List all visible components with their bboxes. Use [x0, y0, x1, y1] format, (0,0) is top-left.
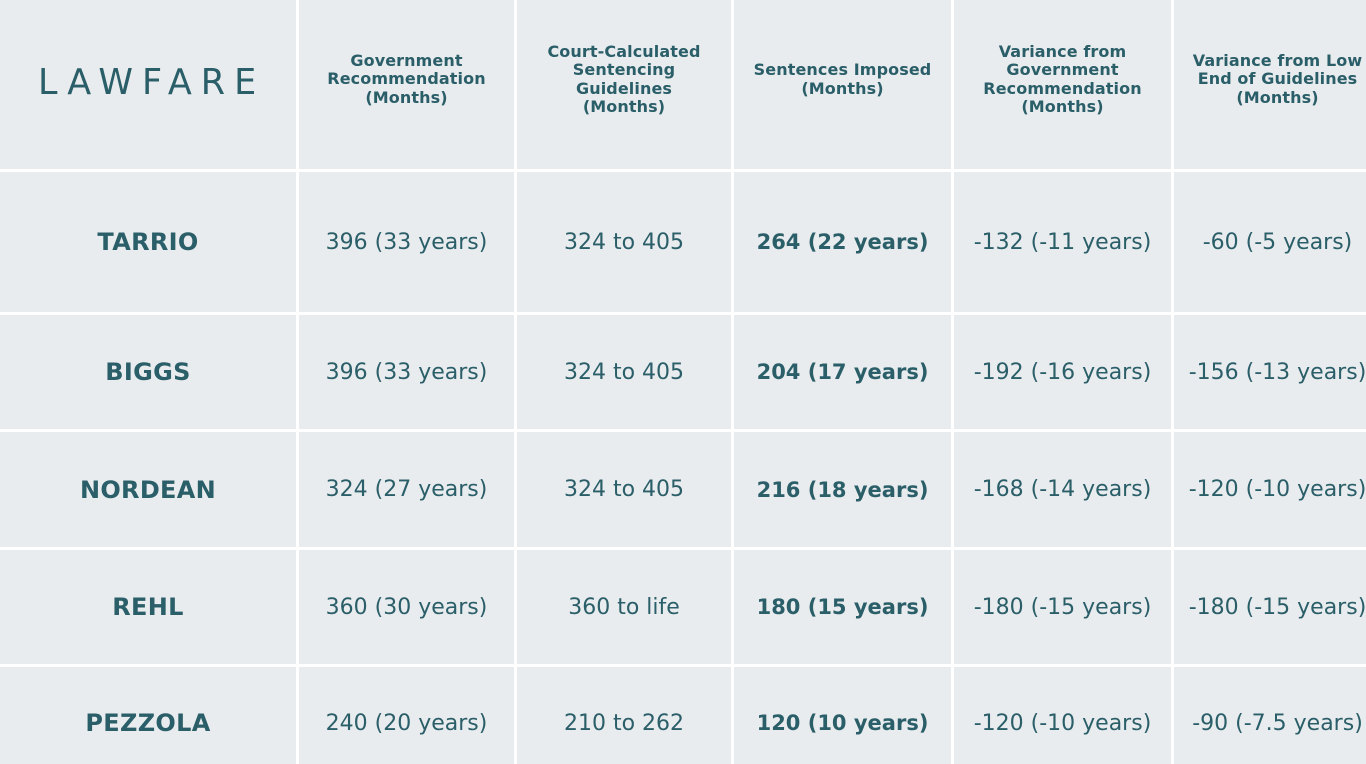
column-header-sentences-imposed: Sentences Imposed (Months)	[734, 0, 951, 169]
table-cell: 324 (27 years)	[299, 432, 514, 547]
table-cell-imposed: 216 (18 years)	[734, 432, 951, 547]
row-name-pezzola: PEZZOLA	[0, 667, 296, 764]
column-header-variance-government: Variance from Government Recommendation …	[954, 0, 1171, 169]
table-cell-imposed: 180 (15 years)	[734, 550, 951, 664]
table-cell: -180 (-15 years)	[954, 550, 1171, 664]
table-cell: 396 (33 years)	[299, 315, 514, 429]
table-cell: -90 (-7.5 years)	[1174, 667, 1366, 764]
table-cell: -120 (-10 years)	[1174, 432, 1366, 547]
column-header-variance-low-end: Variance from Low End of Guidelines (Mon…	[1174, 0, 1366, 169]
column-header-label: Variance from Low End of Guidelines (Mon…	[1192, 50, 1363, 107]
row-name-nordean: NORDEAN	[0, 432, 296, 547]
row-name-tarrio: TARRIO	[0, 172, 296, 312]
column-header-label: Variance from Government Recommendation …	[983, 41, 1142, 116]
table-cell: 360 to life	[517, 550, 731, 664]
table-cell: 324 to 405	[517, 172, 731, 312]
table-cell: -192 (-16 years)	[954, 315, 1171, 429]
row-name-biggs: BIGGS	[0, 315, 296, 429]
table-cell: -120 (-10 years)	[954, 667, 1171, 764]
table-cell: -180 (-15 years)	[1174, 550, 1366, 664]
table-cell: -168 (-14 years)	[954, 432, 1171, 547]
table-cell-imposed: 264 (22 years)	[734, 172, 951, 312]
table-cell: 396 (33 years)	[299, 172, 514, 312]
column-header-court-guidelines: Court-Calculated Sentencing Guidelines (…	[517, 0, 731, 169]
table-cell: 324 to 405	[517, 315, 731, 429]
logo-cell: LAWFARE	[0, 0, 296, 169]
table-cell-imposed: 204 (17 years)	[734, 315, 951, 429]
table-cell: -132 (-11 years)	[954, 172, 1171, 312]
column-header-label: Government Recommendation (Months)	[327, 50, 486, 107]
table-cell: 210 to 262	[517, 667, 731, 764]
table-cell: -156 (-13 years)	[1174, 315, 1366, 429]
column-header-government-recommendation: Government Recommendation (Months)	[299, 0, 514, 169]
lawfare-logo: LAWFARE	[38, 62, 266, 103]
table-cell: -60 (-5 years)	[1174, 172, 1366, 312]
table-cell: 360 (30 years)	[299, 550, 514, 664]
column-header-label: Court-Calculated Sentencing Guidelines (…	[547, 41, 701, 116]
table-cell: 324 to 405	[517, 432, 731, 547]
column-header-label: Sentences Imposed (Months)	[753, 60, 932, 98]
table-cell: 240 (20 years)	[299, 667, 514, 764]
row-name-rehl: REHL	[0, 550, 296, 664]
table-cell-imposed: 120 (10 years)	[734, 667, 951, 764]
